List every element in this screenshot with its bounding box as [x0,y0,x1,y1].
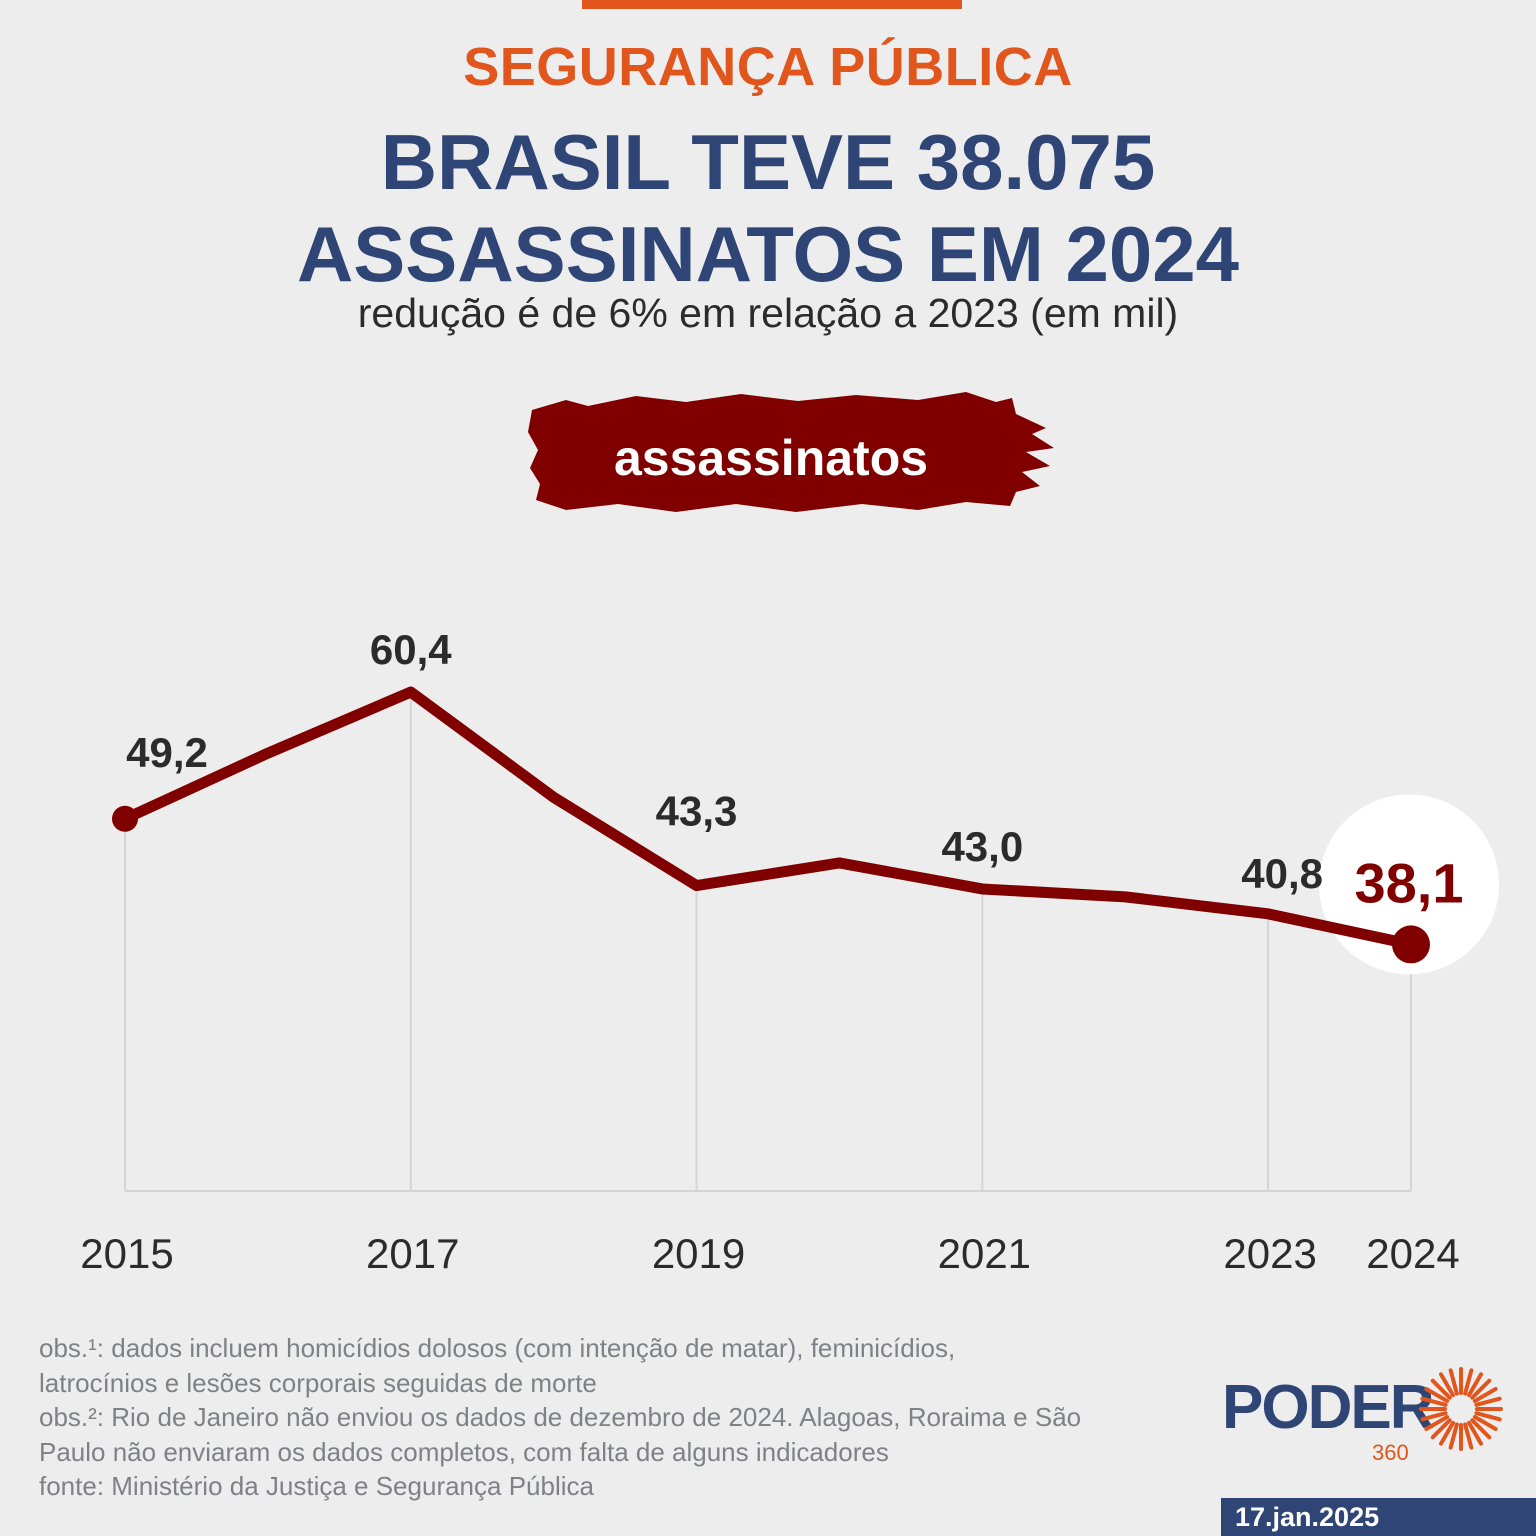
data-point-2024 [1392,925,1430,964]
x-tick-label-2024: 2024 [1366,1230,1459,1277]
sunburst-ray [1420,1396,1448,1407]
sunburst-ray [1472,1387,1498,1403]
data-label-2019: 43,3 [656,788,738,835]
note-source: fonte: Ministério da Justiça e Segurança… [39,1471,594,1501]
x-tick-label-2023: 2023 [1223,1230,1316,1277]
line-chart: 49,2 60,4 43,3 43,0 40,8 38,1 2015 2017 2019 2021… [80,626,1499,1277]
x-tick-label-2015: 2015 [80,1230,173,1277]
sunburst-ray [1424,1387,1450,1403]
sunburst-ray [1448,1368,1459,1396]
brush-stroke-shape [528,392,1054,512]
sunburst-ray [1474,1396,1502,1407]
series-label-badge: assassinatos [526,388,1056,520]
data-label-2015: 49,2 [126,729,208,776]
sunburst-icon [1419,1367,1503,1451]
sunburst-ray [1463,1422,1474,1450]
headline: BRASIL TEVE 38.075 ASSASSINATOS EM 2024 [0,116,1536,300]
data-label-2023: 40,8 [1241,850,1323,897]
sunburst-ray [1463,1368,1474,1396]
data-label-2017: 60,4 [370,626,452,673]
x-tick-label-2021: 2021 [938,1230,1031,1277]
data-label-2024: 38,1 [1355,851,1464,914]
x-tick-label-2017: 2017 [366,1230,459,1277]
sunburst-ray [1467,1420,1483,1446]
note-obs1-line1: obs.¹: dados incluem homicídios dolosos … [39,1333,956,1363]
footnotes: obs.¹: dados incluem homicídios dolosos … [39,1331,1199,1504]
headline-line-1: BRASIL TEVE 38.075 [380,118,1156,206]
sunburst-ray [1439,1420,1455,1446]
publication-date: 17.jan.2025 [1221,1498,1536,1536]
logo-number: 360 [1372,1440,1409,1465]
sunburst-ray [1424,1415,1450,1431]
sunburst-ray [1448,1422,1459,1450]
sunburst-ray [1439,1372,1455,1398]
sunburst-ray [1474,1411,1502,1422]
sunburst-ray [1430,1378,1452,1400]
top-accent-bar [582,0,962,9]
sunburst-ray [1420,1411,1448,1422]
data-point-2015 [112,805,138,832]
sunburst-ray [1470,1378,1492,1400]
data-label-2021: 43,0 [941,823,1023,870]
sunburst-ray [1430,1418,1452,1440]
sunburst-ray [1467,1372,1483,1398]
note-obs2-line2: Paulo não enviaram os dados completos, c… [39,1436,889,1467]
series-line [119,686,1417,950]
series-label: assassinatos [613,430,929,486]
note-obs2-line1: obs.²: Rio de Janeiro não enviou os dado… [39,1402,1082,1432]
note-obs1-line2: latrocínios e lesões corporais seguidas … [39,1367,597,1398]
poder360-logo: PODER 360 [1222,1367,1512,1478]
section-kicker: SEGURANÇA PÚBLICA [463,37,1073,97]
logo-wordmark: PODER [1222,1373,1434,1442]
sunburst-ray [1472,1415,1498,1431]
sunburst-ray [1470,1418,1492,1440]
x-tick-label-2019: 2019 [652,1230,745,1277]
subtitle: redução é de 6% em relação a 2023 (em mi… [357,290,1179,336]
headline-line-2: ASSASSINATOS EM 2024 [296,210,1240,298]
